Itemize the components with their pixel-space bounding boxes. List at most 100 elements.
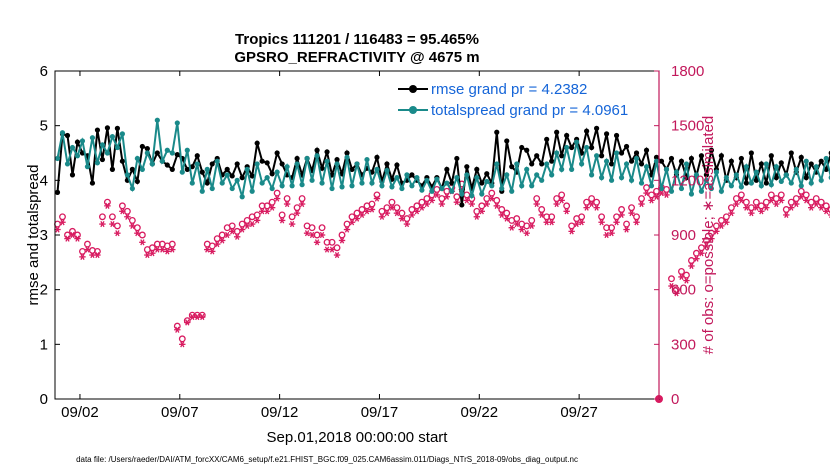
x-tick-label: 09/17 [361,404,399,421]
rmse-point [349,166,355,172]
obs-assimilated-point [318,231,326,239]
asterisk-stroke [574,220,579,228]
asterisk-stroke [75,235,80,242]
asterisk-stroke [774,200,779,208]
obs-possible-point [717,216,725,224]
obs-possible-point [418,198,426,206]
asterisk-stroke [349,219,355,226]
asterisk-stroke [195,313,200,321]
rmse-point [753,177,759,183]
obs-assimilated-point [224,231,231,239]
totalspread-point [778,178,784,185]
asterisk-stroke [479,208,484,215]
obs-possible-point [623,220,631,228]
totalspread-point [259,180,265,186]
x-tick-label: 09/07 [161,404,199,421]
asterisk-stroke [579,219,584,226]
asterisk-stroke [230,228,235,235]
obs-possible-point [513,215,521,223]
asterisk-stroke [524,230,529,237]
obs-assimilated-point [393,210,401,217]
obs-possible-point [228,222,236,230]
rmse-point [798,154,804,160]
asterisk-stroke [160,246,165,253]
totalspread-point [84,164,91,170]
obs-assimilated-point [528,222,535,229]
asterisk-stroke [329,246,335,253]
asterisk-stroke [60,219,65,226]
asterisk-stroke [779,197,784,204]
x-tick-label: 09/27 [560,404,598,421]
rmse-point [529,161,535,167]
asterisk-stroke [274,195,280,202]
totalspread-point [818,177,824,183]
rmse-point [638,161,645,167]
obs-possible-point [812,195,820,203]
asterisk-stroke [339,237,345,244]
rmse-point [544,136,550,142]
obs-possible-point [702,237,710,244]
totalspread-point [94,160,101,166]
totalspread-point [289,183,295,189]
obs-assimilated-point [678,273,685,281]
rmse-point [534,153,540,159]
y-tick-label-left: 2 [40,282,48,299]
rmse-point [703,172,710,178]
totalspread-point [144,150,150,156]
rmse-point [459,202,465,208]
totalspread-point [294,161,300,167]
obs-assimilated-point [473,213,481,220]
obs-assimilated-point [613,219,620,226]
asterisk-stroke [220,237,225,244]
asterisk-stroke [519,226,524,233]
obs-assimilated-point [328,246,336,253]
obs-assimilated-point [398,215,406,222]
totalspread-point [549,172,555,178]
obs-assimilated-point [783,211,790,219]
asterisk-stroke [314,239,320,246]
obs-possible-point [263,202,271,210]
obs-possible-point [802,191,810,199]
obs-assimilated-point [408,211,416,219]
obs-assimilated-point [688,262,695,270]
obs-assimilated-point [59,219,66,226]
obs-assimilated-point [823,208,830,215]
obs-possible-point [293,204,301,212]
totalspread-point [404,172,410,178]
asterisk-stroke [794,200,799,208]
legend: rmse grand pr = 4.2382 totalspread grand… [392,76,648,122]
obs-assimilated-point [298,200,306,208]
obs-assimilated-point [209,248,216,255]
obs-assimilated-point [683,277,690,284]
rmse-point [74,139,81,145]
obs-possible-point [308,224,316,232]
totalspread-point [184,147,190,153]
rmse-point [818,158,824,164]
obs-assimilated-point [723,219,730,226]
chart-title: Tropics 111201 / 116483 = 95.465% [235,31,479,48]
y-tick-label-right: 600 [671,282,696,299]
totalspread-point [658,185,665,192]
asterisk-stroke [215,241,220,248]
rmse-point [239,175,245,181]
totalspread-point [349,183,355,189]
rmse-point [808,161,814,167]
rmse-point [628,158,635,164]
asterisk-stroke [145,251,150,259]
obs-assimilated-point [144,251,151,259]
asterisk-stroke [279,217,285,224]
totalspread-point [603,158,610,164]
asterisk-stroke [754,204,759,211]
asterisk-stroke [374,195,380,202]
totalspread-point [668,188,675,194]
obs-assimilated-point [593,204,600,211]
rmse-point [454,155,460,162]
y-tick-label-right: 1800 [671,63,704,80]
rmse-point [504,138,510,144]
asterisk-stroke [115,230,120,237]
obs-assimilated-point [738,197,745,204]
rmse-point [564,132,570,139]
y-tick-label-left: 5 [40,118,48,135]
ticks-layer: 0 1 2 3 4 5 6 0 300 600 900 1200 1500 1800 09/02 09/07 0… [40,63,705,421]
rmse-point [279,161,285,167]
